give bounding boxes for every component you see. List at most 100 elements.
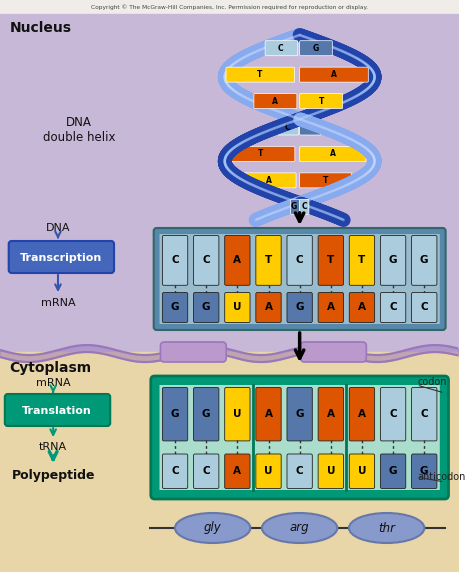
FancyBboxPatch shape — [225, 454, 250, 488]
Text: DNA
double helix: DNA double helix — [43, 116, 116, 144]
Text: G: G — [313, 43, 319, 53]
Text: C: C — [389, 303, 397, 312]
Text: G: G — [307, 123, 313, 132]
Text: G: G — [202, 409, 210, 419]
Text: T: T — [257, 70, 262, 79]
Text: G: G — [171, 409, 179, 419]
FancyBboxPatch shape — [226, 67, 295, 82]
Text: C: C — [420, 409, 428, 419]
Text: anticodon: anticodon — [418, 472, 466, 482]
FancyBboxPatch shape — [291, 199, 300, 214]
FancyBboxPatch shape — [300, 146, 366, 161]
Text: U: U — [358, 466, 366, 476]
Text: C: C — [284, 123, 290, 132]
Text: A: A — [358, 303, 366, 312]
Text: C: C — [420, 303, 428, 312]
Ellipse shape — [262, 513, 337, 543]
FancyBboxPatch shape — [300, 94, 343, 109]
Text: G: G — [171, 303, 179, 312]
FancyBboxPatch shape — [193, 454, 219, 488]
Text: thr: thr — [378, 522, 395, 534]
Text: Cytoplasm: Cytoplasm — [9, 361, 92, 375]
Text: G: G — [291, 202, 297, 211]
FancyBboxPatch shape — [161, 342, 226, 362]
Text: codon: codon — [418, 377, 447, 387]
FancyBboxPatch shape — [225, 236, 250, 285]
FancyBboxPatch shape — [277, 120, 299, 135]
Text: Copyright © The McGraw-Hill Companies, Inc. Permission required for reproduction: Copyright © The McGraw-Hill Companies, I… — [91, 4, 368, 10]
FancyBboxPatch shape — [287, 387, 312, 441]
Text: arg: arg — [290, 522, 310, 534]
Text: Polypeptide: Polypeptide — [11, 470, 95, 483]
Text: T: T — [258, 149, 264, 158]
Text: T: T — [358, 256, 365, 265]
FancyBboxPatch shape — [318, 387, 344, 441]
Text: U: U — [264, 466, 273, 476]
Text: C: C — [296, 256, 303, 265]
Text: C: C — [301, 202, 307, 211]
FancyBboxPatch shape — [159, 385, 440, 490]
Text: A: A — [233, 466, 241, 476]
FancyBboxPatch shape — [193, 387, 219, 441]
Text: U: U — [327, 466, 335, 476]
Text: A: A — [272, 97, 277, 106]
FancyBboxPatch shape — [256, 236, 281, 285]
Text: mRNA: mRNA — [41, 298, 75, 308]
FancyBboxPatch shape — [349, 387, 374, 441]
FancyBboxPatch shape — [349, 454, 374, 488]
FancyBboxPatch shape — [225, 292, 250, 323]
Text: C: C — [202, 466, 210, 476]
Text: gly: gly — [204, 522, 221, 534]
Text: T: T — [327, 256, 335, 265]
FancyBboxPatch shape — [318, 236, 344, 285]
FancyBboxPatch shape — [300, 67, 368, 82]
Text: G: G — [420, 256, 428, 265]
Text: C: C — [202, 256, 210, 265]
FancyBboxPatch shape — [300, 41, 332, 55]
FancyBboxPatch shape — [225, 387, 250, 441]
Text: C: C — [171, 256, 179, 265]
FancyBboxPatch shape — [193, 236, 219, 285]
Text: A: A — [233, 256, 241, 265]
FancyBboxPatch shape — [287, 292, 312, 323]
Text: U: U — [233, 303, 242, 312]
Text: DNA: DNA — [46, 223, 70, 233]
FancyBboxPatch shape — [254, 94, 297, 109]
Text: A: A — [327, 409, 335, 419]
Ellipse shape — [349, 513, 424, 543]
FancyBboxPatch shape — [244, 173, 296, 188]
Text: C: C — [171, 466, 179, 476]
Text: A: A — [264, 303, 273, 312]
FancyBboxPatch shape — [300, 120, 321, 135]
FancyBboxPatch shape — [381, 236, 406, 285]
Text: T: T — [323, 176, 328, 185]
Text: Translation: Translation — [22, 406, 92, 416]
Text: A: A — [358, 409, 366, 419]
FancyBboxPatch shape — [163, 292, 188, 323]
FancyBboxPatch shape — [9, 241, 114, 273]
FancyBboxPatch shape — [5, 394, 110, 426]
Text: Transcription: Transcription — [20, 253, 102, 263]
FancyBboxPatch shape — [256, 387, 281, 441]
FancyBboxPatch shape — [381, 454, 406, 488]
FancyBboxPatch shape — [300, 173, 352, 188]
Text: G: G — [420, 466, 428, 476]
Text: T: T — [265, 256, 272, 265]
Text: G: G — [389, 256, 397, 265]
Text: A: A — [264, 409, 273, 419]
FancyBboxPatch shape — [349, 236, 374, 285]
FancyBboxPatch shape — [163, 387, 188, 441]
Text: C: C — [389, 409, 397, 419]
Text: G: G — [295, 303, 304, 312]
FancyBboxPatch shape — [287, 454, 312, 488]
FancyBboxPatch shape — [228, 146, 295, 161]
FancyBboxPatch shape — [159, 234, 440, 324]
Text: G: G — [389, 466, 397, 476]
Text: mRNA: mRNA — [36, 378, 71, 388]
FancyBboxPatch shape — [381, 292, 406, 323]
Text: A: A — [266, 176, 272, 185]
Text: C: C — [296, 466, 303, 476]
Text: U: U — [233, 409, 242, 419]
FancyBboxPatch shape — [265, 41, 298, 55]
Ellipse shape — [175, 513, 250, 543]
